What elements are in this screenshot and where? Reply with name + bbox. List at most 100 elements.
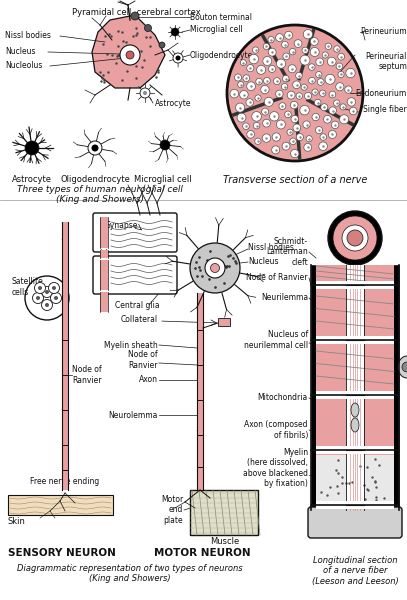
Circle shape [289,49,296,55]
Bar [316,391,394,399]
Text: Myelin sheath: Myelin sheath [104,340,158,349]
Circle shape [312,113,319,121]
Text: Oligodendrocyte: Oligodendrocyte [60,175,130,184]
Circle shape [140,88,150,98]
Circle shape [288,65,296,73]
Text: Node of Ranvier: Node of Ranvier [247,274,308,283]
Circle shape [300,106,309,115]
Circle shape [42,299,53,311]
Circle shape [262,134,271,142]
Text: Transverse section of a nerve: Transverse section of a nerve [223,175,367,185]
Circle shape [340,104,346,110]
Text: (King and Showers): (King and Showers) [56,195,144,204]
Bar [316,281,394,289]
Circle shape [243,75,249,82]
Text: Microglial cell: Microglial cell [134,175,192,184]
Text: Nucleus: Nucleus [248,257,278,266]
Circle shape [230,89,239,98]
Text: Single fiber: Single fiber [363,106,407,115]
Circle shape [302,47,309,53]
Circle shape [325,43,332,50]
Circle shape [175,55,180,61]
Circle shape [272,133,280,141]
FancyBboxPatch shape [308,507,402,538]
Circle shape [331,121,339,128]
Circle shape [304,92,312,100]
Circle shape [276,120,285,129]
Circle shape [240,91,248,99]
Circle shape [143,91,147,95]
Text: Endoneurium: Endoneurium [356,88,407,97]
Circle shape [319,142,327,151]
Circle shape [263,119,271,127]
Circle shape [312,89,318,95]
Circle shape [284,31,293,39]
Text: MOTOR NEURON: MOTOR NEURON [154,548,250,558]
Circle shape [346,68,355,78]
Circle shape [33,292,44,304]
Circle shape [300,55,310,65]
Circle shape [261,85,269,94]
Circle shape [329,91,336,98]
Circle shape [210,263,219,272]
Text: Perineurial
septum: Perineurial septum [365,52,407,71]
Circle shape [316,58,324,66]
Text: Microglial cell: Microglial cell [190,25,243,34]
Circle shape [243,123,249,130]
Text: Nucleus: Nucleus [5,47,35,56]
Circle shape [334,46,340,52]
Circle shape [120,45,140,65]
Circle shape [237,113,246,122]
Text: Astrocyte: Astrocyte [155,98,192,107]
Text: Muscle: Muscle [210,537,240,546]
Circle shape [92,145,98,151]
Circle shape [296,93,302,99]
Text: Bouton terminal: Bouton terminal [190,13,252,22]
Text: Nucleus of
neurilemmal cell: Nucleus of neurilemmal cell [244,330,308,350]
Circle shape [126,51,134,59]
Circle shape [336,63,343,70]
Circle shape [334,100,340,106]
Circle shape [295,73,302,79]
Text: Schmidt-
Lanterman
cleft: Schmidt- Lanterman cleft [266,237,308,267]
Circle shape [314,99,321,106]
Text: (King and Showers): (King and Showers) [89,574,171,583]
Bar [62,445,68,470]
Circle shape [328,211,382,265]
Circle shape [247,82,256,91]
Circle shape [264,97,274,106]
Bar [197,435,204,467]
Bar [197,365,204,400]
Circle shape [284,111,291,118]
Bar [197,293,204,330]
Circle shape [336,83,344,91]
Circle shape [291,149,299,158]
Bar [316,455,394,510]
Circle shape [247,65,254,72]
Circle shape [296,133,303,140]
Text: Node of
Ranvier: Node of Ranvier [72,365,102,385]
Circle shape [269,112,279,121]
Circle shape [263,43,269,50]
Circle shape [309,64,315,70]
Circle shape [36,296,40,300]
Text: Mitochondria: Mitochondria [258,394,308,403]
Circle shape [338,71,344,77]
Circle shape [269,65,276,73]
Text: Neurilemma: Neurilemma [261,293,308,302]
Text: Motor
end
plate: Motor end plate [161,495,183,525]
Circle shape [347,98,356,106]
Circle shape [290,138,296,145]
Circle shape [328,130,337,139]
Circle shape [329,107,337,114]
Circle shape [287,91,295,99]
Text: Central glia: Central glia [115,301,160,310]
Text: Axon (composed
of fibrils): Axon (composed of fibrils) [245,420,308,440]
Circle shape [54,296,58,300]
Text: Nucleolus: Nucleolus [5,61,42,70]
Circle shape [205,258,225,278]
FancyBboxPatch shape [93,256,177,294]
Circle shape [246,99,254,106]
Circle shape [247,131,254,138]
Circle shape [262,108,269,115]
